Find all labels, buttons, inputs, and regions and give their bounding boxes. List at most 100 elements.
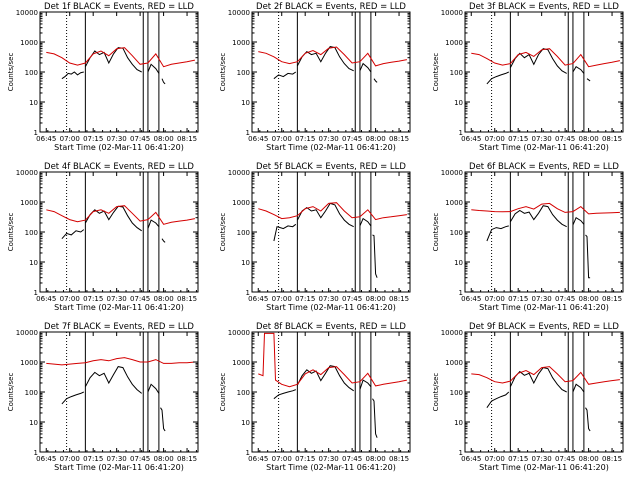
y-tick-label: 1 xyxy=(34,289,38,297)
x-axis-label: Start Time (02-Mar-11 06:41:20) xyxy=(54,303,184,312)
chart-title: Det 1f BLACK = Events, RED = LLD xyxy=(44,2,194,12)
marker-lines xyxy=(278,332,372,452)
x-tick-label: 07:00 xyxy=(272,295,292,303)
marker-lines xyxy=(66,12,160,132)
x-axis: 06:45 07:00 07:15 07:30 07:45 08:00 08:15 xyxy=(248,332,409,463)
x-axis: 06:45 07:00 07:15 07:30 07:45 08:00 08:15 xyxy=(461,332,622,463)
x-tick-label: 07:45 xyxy=(555,135,575,143)
x-tick-label: 07:15 xyxy=(295,295,315,303)
y-tick-label: 10 xyxy=(454,259,463,267)
x-tick-label: 07:30 xyxy=(532,455,552,463)
y-tick-label: 10000 xyxy=(228,9,250,17)
x-tick-label: 07:00 xyxy=(60,295,80,303)
x-tick-label: 07:30 xyxy=(532,295,552,303)
events-series-line xyxy=(486,225,509,242)
plot-frame xyxy=(251,11,411,133)
x-tick-label: 07:45 xyxy=(130,135,150,143)
y-tick-label: 100 xyxy=(25,389,38,397)
x-tick-label: 06:45 xyxy=(248,135,268,143)
plot-area xyxy=(471,202,620,279)
x-tick-label: 07:00 xyxy=(485,295,505,303)
x-tick-label: 06:45 xyxy=(36,455,56,463)
x-tick-label: 08:00 xyxy=(365,455,385,463)
x-axis: 06:45 07:00 07:15 07:30 07:45 08:00 08:15 xyxy=(461,172,622,303)
x-tick-label: 08:00 xyxy=(578,135,598,143)
y-axis-label: Counts/sec xyxy=(219,373,227,412)
events-series-line xyxy=(147,219,160,229)
y-tick-label: 1000 xyxy=(445,39,463,47)
events-series-line xyxy=(509,367,567,393)
chart-title: Det 2f BLACK = Events, RED = LLD xyxy=(256,2,406,12)
y-axis: 1 10 100 1000 10000 xyxy=(16,329,198,457)
chart-title: Det 6f BLACK = Events, RED = LLD xyxy=(469,162,619,172)
x-tick-label: 08:00 xyxy=(153,295,173,303)
y-axis-label: Counts/sec xyxy=(7,213,15,252)
x-tick-label: 07:15 xyxy=(508,135,528,143)
plot-area xyxy=(46,205,195,243)
y-tick-label: 10000 xyxy=(441,329,463,337)
events-series-line xyxy=(372,398,378,438)
x-tick-label: 07:45 xyxy=(555,455,575,463)
y-tick-label: 1000 xyxy=(445,359,463,367)
x-axis: 06:45 07:00 07:15 07:30 07:45 08:00 08:15 xyxy=(248,12,409,143)
y-axis-label: Counts/sec xyxy=(219,53,227,92)
x-tick-label: 08:15 xyxy=(177,295,197,303)
y-tick-label: 1000 xyxy=(20,359,38,367)
events-series-line xyxy=(84,205,142,232)
y-tick-label: 100 xyxy=(237,389,250,397)
events-series-line xyxy=(61,391,85,405)
plot-area xyxy=(471,48,621,85)
x-axis-label: Start Time (02-Mar-11 06:41:20) xyxy=(266,303,396,312)
marker-lines xyxy=(66,332,160,452)
plot-area xyxy=(471,366,620,432)
y-tick-label: 1 xyxy=(459,289,463,297)
x-tick-label: 07:00 xyxy=(272,455,292,463)
y-tick-label: 10 xyxy=(241,259,250,267)
chart-panel-7: Det 7f BLACK = Events, RED = LLD 1 10 100 10… xyxy=(7,322,199,472)
chart-panel-8: Det 8f BLACK = Events, RED = LLD 1 10 100 10… xyxy=(219,322,411,472)
lld-series-line xyxy=(258,46,407,67)
x-tick-label: 07:30 xyxy=(532,135,552,143)
chart-title: Det 3f BLACK = Events, RED = LLD xyxy=(469,2,619,12)
x-tick-label: 08:00 xyxy=(153,135,173,143)
y-tick-label: 10000 xyxy=(16,9,38,17)
events-series-line xyxy=(296,202,354,228)
y-tick-label: 10 xyxy=(29,259,38,267)
x-tick-label: 07:45 xyxy=(342,135,362,143)
y-tick-label: 10000 xyxy=(441,9,463,17)
y-tick-label: 1000 xyxy=(445,199,463,207)
events-series-line xyxy=(509,205,567,228)
chart-panel-3: Det 3f BLACK = Events, RED = LLD 1 10 100 10… xyxy=(432,2,624,152)
x-tick-label: 08:15 xyxy=(389,295,409,303)
x-tick-label: 07:45 xyxy=(342,295,362,303)
x-tick-label: 06:45 xyxy=(248,295,268,303)
y-axis-label: Counts/sec xyxy=(219,213,227,252)
y-axis: 1 10 100 1000 10000 xyxy=(228,9,410,137)
x-tick-label: 08:00 xyxy=(153,455,173,463)
plot-frame xyxy=(39,331,199,453)
x-tick-label: 07:45 xyxy=(130,455,150,463)
y-tick-label: 1000 xyxy=(20,199,38,207)
x-tick-label: 08:00 xyxy=(365,135,385,143)
y-tick-label: 1 xyxy=(246,289,250,297)
y-tick-label: 1 xyxy=(34,129,38,137)
plot-area xyxy=(258,202,407,278)
y-axis-label: Counts/sec xyxy=(432,373,440,412)
y-axis: 1 10 100 1000 10000 xyxy=(441,169,623,297)
events-series-line xyxy=(273,71,297,80)
y-tick-label: 1 xyxy=(34,449,38,457)
y-tick-label: 100 xyxy=(25,69,38,77)
y-axis: 1 10 100 1000 10000 xyxy=(228,169,410,297)
events-series-line xyxy=(572,383,585,393)
y-tick-label: 1000 xyxy=(232,359,250,367)
y-tick-label: 10000 xyxy=(441,169,463,177)
x-tick-label: 08:00 xyxy=(578,295,598,303)
y-tick-label: 1 xyxy=(459,449,463,457)
x-tick-label: 08:15 xyxy=(602,455,622,463)
marker-lines xyxy=(278,172,372,292)
plot-frame xyxy=(39,11,199,133)
events-series-line xyxy=(161,78,166,85)
y-tick-label: 10000 xyxy=(16,329,38,337)
x-tick-label: 07:30 xyxy=(319,455,339,463)
